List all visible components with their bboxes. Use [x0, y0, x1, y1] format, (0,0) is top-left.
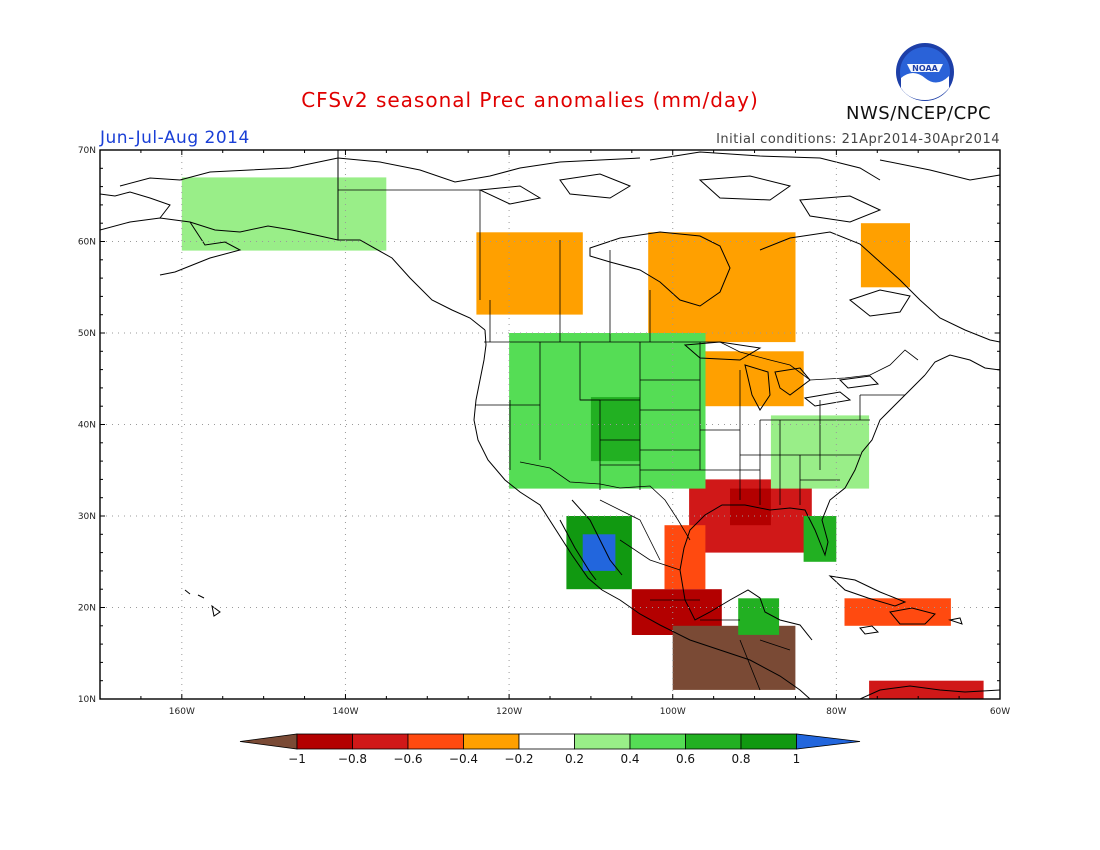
- lon-label: 100W: [660, 707, 686, 717]
- colorbar-label: −0.6: [393, 752, 422, 766]
- anomaly-region-12: [590, 397, 640, 462]
- anomaly-region-17: [181, 177, 387, 251]
- anomaly-cells: [181, 177, 984, 699]
- lat-lon-grid: [100, 150, 1000, 699]
- lon-label: 60W: [990, 707, 1010, 717]
- colorbar-label: 0.4: [620, 752, 639, 766]
- map-title: CFSv2 seasonal Prec anomalies (mm/day): [301, 88, 759, 112]
- agency-label: NWS/NCEP/CPC: [846, 103, 992, 124]
- axis-ticks: [99, 149, 1001, 700]
- anomaly-region-2: [664, 525, 706, 590]
- colorbar-label: 0.2: [565, 752, 584, 766]
- anomaly-region-14: [582, 534, 616, 571]
- latitude-labels: 70N 60N 50N 40N 30N 20N 10N: [78, 146, 96, 705]
- colorbar-label: 0.8: [731, 752, 750, 766]
- colorbar-segment: [740, 733, 797, 750]
- lat-label: 70N: [78, 146, 96, 156]
- lat-label: 30N: [78, 512, 96, 522]
- noaa-logo-icon: NOAA: [896, 43, 954, 101]
- initial-conditions-label: Initial conditions: 21Apr2014-30Apr2014: [716, 132, 1000, 147]
- colorbar-label: 1: [793, 752, 801, 766]
- anomaly-region-1: [730, 488, 771, 526]
- political-borders: [338, 189, 919, 691]
- colorbar-label: −0.8: [338, 752, 367, 766]
- colorbar-high-arrow: [796, 733, 861, 750]
- colorbar-segment: [296, 733, 353, 750]
- colorbar-low-arrow: [239, 733, 298, 750]
- colorbar-label: −0.4: [449, 752, 478, 766]
- colorbar-segment: [463, 733, 520, 750]
- longitude-labels: 160W 140W 120W 100W 80W 60W: [169, 707, 1010, 717]
- colorbar-segment: [629, 733, 686, 750]
- anomaly-region-8: [476, 232, 583, 315]
- colorbar-segment: [352, 733, 409, 750]
- colorbar-label: −0.2: [504, 752, 533, 766]
- lon-label: 120W: [496, 707, 522, 717]
- season-label: Jun-Jul-Aug 2014: [100, 128, 250, 148]
- anomaly-region-15: [803, 516, 837, 562]
- colorbar-label: 0.6: [676, 752, 695, 766]
- lat-label: 60N: [78, 238, 96, 248]
- lat-label: 10N: [78, 695, 96, 705]
- colorbar-segment: [574, 733, 631, 750]
- logo-text: NOAA: [912, 64, 938, 73]
- lon-label: 80W: [826, 707, 846, 717]
- lat-label: 40N: [78, 421, 96, 431]
- lat-label: 50N: [78, 329, 96, 339]
- anomaly-region-16: [738, 598, 780, 635]
- colorbar: −1 −0.8 −0.6 −0.4 −0.2 0.2 0.4 0.6 0.8 1: [239, 733, 861, 766]
- lon-label: 140W: [332, 707, 358, 717]
- colorbar-segment: [407, 733, 464, 750]
- coastlines: [100, 150, 1000, 699]
- lat-label: 20N: [78, 604, 96, 614]
- colorbar-segment: [518, 733, 575, 750]
- colorbar-segment: [685, 733, 742, 750]
- anomaly-region-6: [869, 680, 984, 699]
- anomaly-region-4: [672, 625, 796, 690]
- colorbar-label: −1: [288, 752, 306, 766]
- anomaly-region-9: [860, 223, 910, 288]
- lon-label: 160W: [169, 707, 195, 717]
